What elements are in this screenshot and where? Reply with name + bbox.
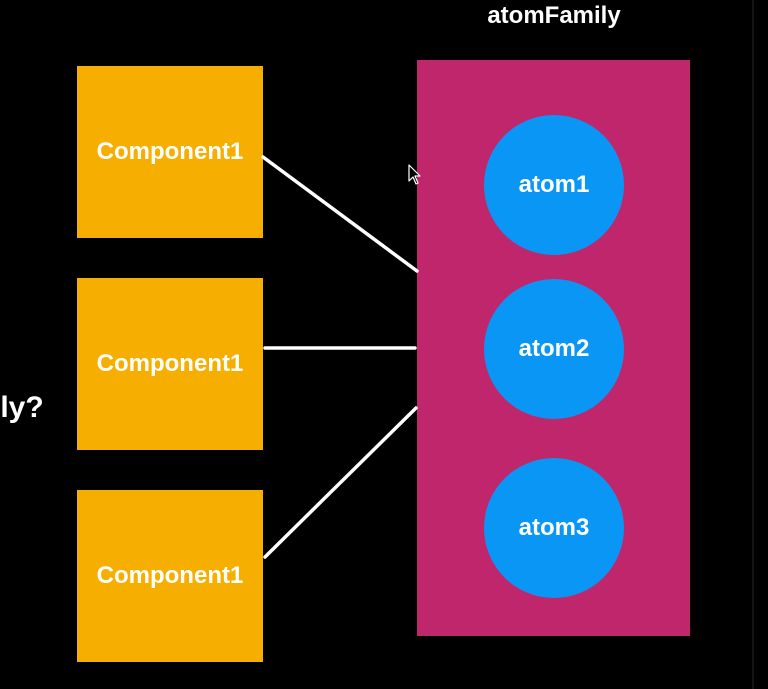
atom-node-3: atom3: [484, 458, 624, 598]
atom-node-1: atom1: [484, 115, 624, 255]
atom-node-label: atom3: [518, 514, 590, 541]
component-box-3: Component1: [77, 490, 263, 662]
component-box-1: Component1: [77, 66, 263, 238]
mouse-pointer-icon: [408, 164, 421, 185]
connector-line-1: [261, 155, 419, 273]
partial-question-text: lly?: [0, 391, 44, 424]
connector-line-3: [263, 406, 418, 559]
atom-node-label: atom2: [518, 335, 590, 362]
component-box-2: Component1: [77, 278, 263, 450]
component-label: Component1: [96, 138, 244, 165]
component-label: Component1: [96, 562, 244, 589]
window-edge: [752, 0, 754, 689]
atom-node-2: atom2: [484, 279, 624, 419]
atom-family-title: atomFamily: [487, 2, 621, 29]
component-label: Component1: [96, 350, 244, 377]
atom-node-label: atom1: [518, 171, 590, 198]
